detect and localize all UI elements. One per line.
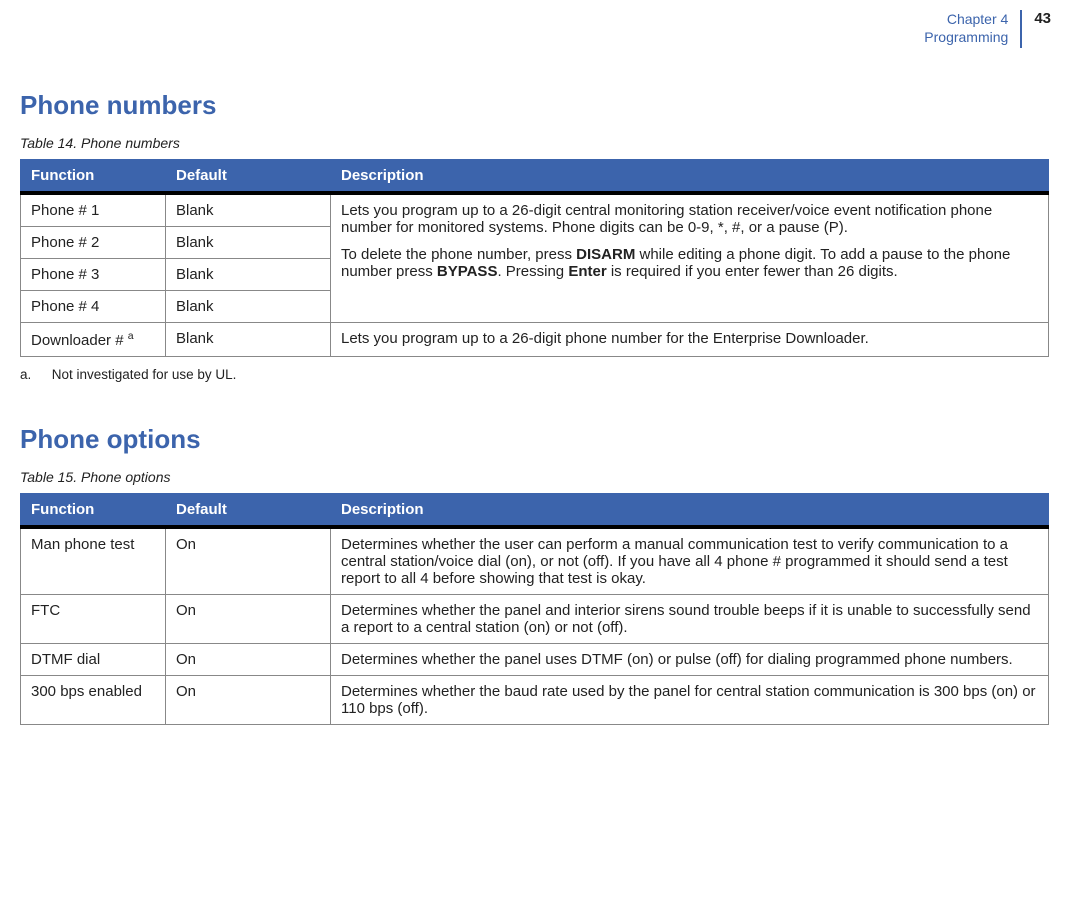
desc-p2-b3: Enter <box>568 263 606 280</box>
desc-p2-mid2: . Pressing <box>497 263 568 280</box>
section-title-phone-numbers: Phone numbers <box>20 90 1069 121</box>
chapter-line2: Programming <box>924 28 1008 46</box>
cell-function-downloader: Downloader # a <box>21 323 166 357</box>
section-title-phone-options: Phone options <box>20 424 1069 455</box>
page-header: Chapter 4 Programming 43 <box>0 0 1069 48</box>
cell-description: Determines whether the baud rate used by… <box>331 676 1049 725</box>
desc-p1: Lets you program up to a 26-digit centra… <box>341 202 992 236</box>
footnote: a. Not investigated for use by UL. <box>20 367 1069 382</box>
table-phone-numbers: Function Default Description Phone # 1 B… <box>20 159 1049 357</box>
desc-p2-b2: BYPASS <box>437 263 498 280</box>
cell-function: Man phone test <box>21 527 166 595</box>
chapter-line1: Chapter 4 <box>924 10 1008 28</box>
desc-p2-b1: DISARM <box>576 246 635 263</box>
desc-p2-pre: To delete the phone number, press <box>341 246 576 263</box>
cell-default: Blank <box>166 259 331 291</box>
cell-default: On <box>166 527 331 595</box>
col-header-description: Description <box>331 160 1049 194</box>
table-header-row: Function Default Description <box>21 494 1049 528</box>
cell-default: Blank <box>166 323 331 357</box>
page-number: 43 <box>1022 10 1051 28</box>
cell-function: Phone # 3 <box>21 259 166 291</box>
downloader-sup: a <box>128 330 134 342</box>
cell-function: Phone # 2 <box>21 227 166 259</box>
header-right: Chapter 4 Programming 43 <box>924 10 1051 48</box>
cell-default: On <box>166 644 331 676</box>
table-caption-14: Table 14. Phone numbers <box>20 135 1069 151</box>
col-header-function: Function <box>21 160 166 194</box>
table-row: Phone # 1 Blank Lets you program up to a… <box>21 193 1049 227</box>
table-phone-options: Function Default Description Man phone t… <box>20 493 1049 725</box>
table-row: Man phone test On Determines whether the… <box>21 527 1049 595</box>
table-row: DTMF dial On Determines whether the pane… <box>21 644 1049 676</box>
cell-description: Lets you program up to a 26-digit phone … <box>331 323 1049 357</box>
cell-default: Blank <box>166 193 331 227</box>
table-row: 300 bps enabled On Determines whether th… <box>21 676 1049 725</box>
cell-function: 300 bps enabled <box>21 676 166 725</box>
col-header-default: Default <box>166 494 331 528</box>
cell-description: Determines whether the panel and interio… <box>331 595 1049 644</box>
table-caption-15: Table 15. Phone options <box>20 469 1069 485</box>
cell-default: Blank <box>166 227 331 259</box>
cell-function: Phone # 4 <box>21 291 166 323</box>
cell-default: On <box>166 595 331 644</box>
table-row: FTC On Determines whether the panel and … <box>21 595 1049 644</box>
footnote-label: a. <box>20 367 48 382</box>
footnote-text: Not investigated for use by UL. <box>52 367 237 382</box>
chapter-block: Chapter 4 Programming <box>924 10 1022 48</box>
col-header-function: Function <box>21 494 166 528</box>
col-header-description: Description <box>331 494 1049 528</box>
col-header-default: Default <box>166 160 331 194</box>
cell-function: DTMF dial <box>21 644 166 676</box>
cell-description: Determines whether the panel uses DTMF (… <box>331 644 1049 676</box>
cell-function: Phone # 1 <box>21 193 166 227</box>
table-row: Downloader # a Blank Lets you program up… <box>21 323 1049 357</box>
table-header-row: Function Default Description <box>21 160 1049 194</box>
desc-p2-post: is required if you enter fewer than 26 d… <box>607 263 898 280</box>
cell-default: On <box>166 676 331 725</box>
cell-description-shared: Lets you program up to a 26-digit centra… <box>331 193 1049 323</box>
cell-function: FTC <box>21 595 166 644</box>
downloader-label: Downloader # <box>31 332 128 349</box>
cell-default: Blank <box>166 291 331 323</box>
cell-description: Determines whether the user can perform … <box>331 527 1049 595</box>
